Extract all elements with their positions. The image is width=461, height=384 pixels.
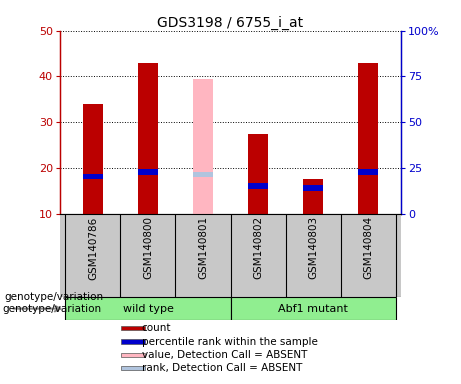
Bar (359, 63, 378, 214)
Bar (248, 183, 268, 189)
Bar (121, 353, 145, 357)
Text: GSM140801: GSM140801 (198, 216, 208, 280)
Text: value, Detection Call = ABSENT: value, Detection Call = ABSENT (142, 350, 307, 360)
Bar (121, 339, 145, 344)
Bar (248, 134, 268, 214)
Bar (303, 179, 323, 214)
Text: GSM140800: GSM140800 (143, 216, 153, 279)
Text: GSM140802: GSM140802 (253, 216, 263, 280)
Bar (193, 79, 213, 214)
Bar (230, 298, 396, 320)
Bar (83, 174, 103, 179)
Text: GSM140804: GSM140804 (363, 216, 373, 280)
Title: GDS3198 / 6755_i_at: GDS3198 / 6755_i_at (158, 16, 303, 30)
Text: Abf1 mutant: Abf1 mutant (278, 304, 348, 314)
Bar (303, 185, 323, 191)
Bar (83, 104, 103, 214)
Text: GSM140803: GSM140803 (308, 216, 318, 280)
Bar (138, 169, 158, 175)
Bar (193, 172, 213, 177)
Text: genotype/variation: genotype/variation (5, 292, 104, 302)
Text: rank, Detection Call = ABSENT: rank, Detection Call = ABSENT (142, 363, 302, 373)
Bar (65, 298, 230, 320)
Text: genotype/variation: genotype/variation (2, 304, 101, 314)
Text: wild type: wild type (123, 304, 173, 314)
Bar (121, 366, 145, 370)
Bar (121, 326, 145, 330)
Text: percentile rank within the sample: percentile rank within the sample (142, 336, 318, 346)
Text: count: count (142, 323, 171, 333)
Bar (138, 63, 158, 214)
Text: GSM140786: GSM140786 (88, 216, 98, 280)
Bar (359, 169, 378, 175)
